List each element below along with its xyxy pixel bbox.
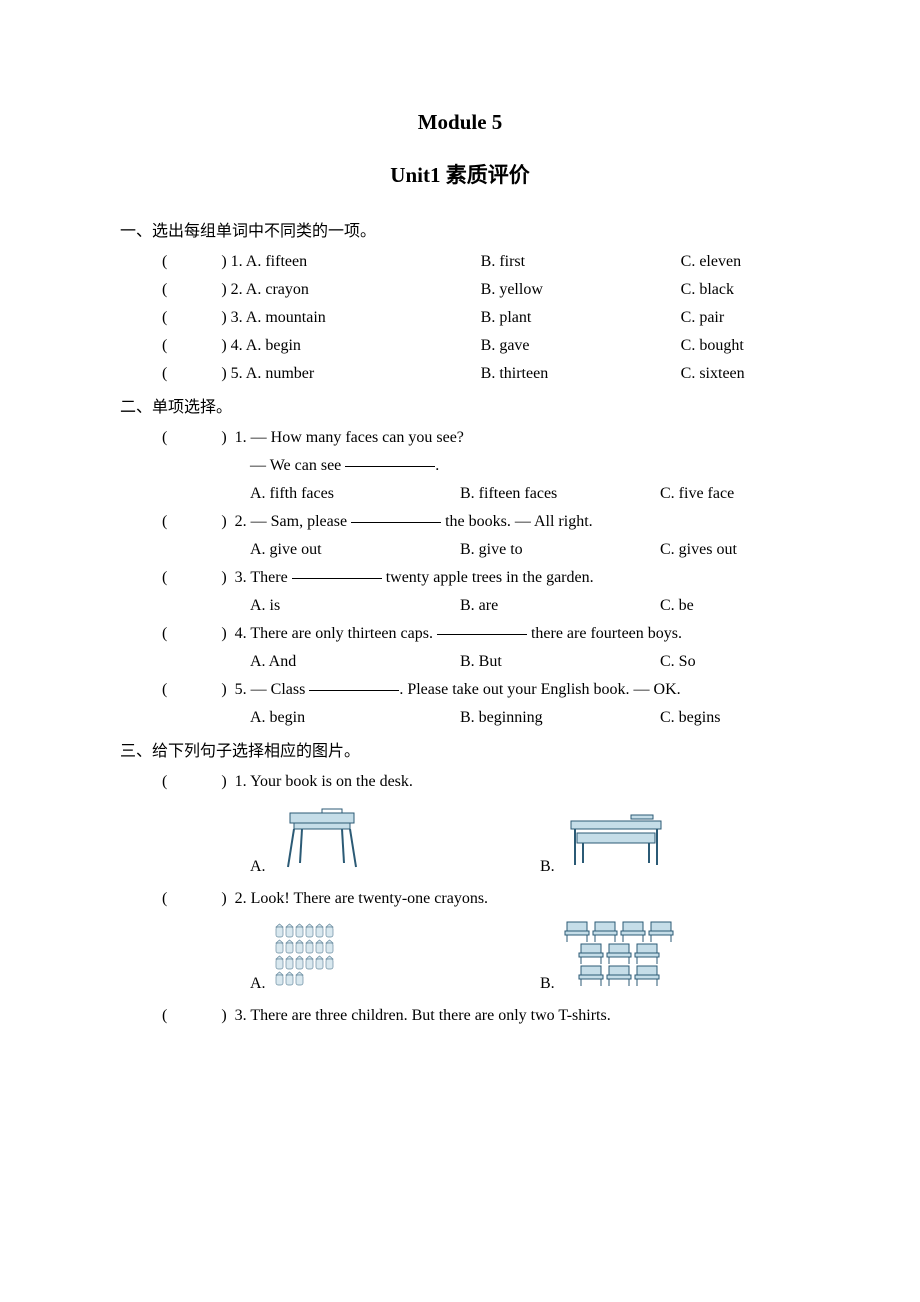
crayons-icon [272,918,342,993]
option-a-image: A. [250,801,540,876]
option-b: B. thirteen [481,365,681,383]
fill-blank[interactable] [351,522,441,523]
s2-q5: () 5. — Class . Please take out your Eng… [120,681,800,699]
option-b: B. beginning [460,709,660,727]
option-b: B. gave [481,337,681,355]
option-a: 5. A. number [231,365,481,383]
s1-q1: () 1. A. fifteen B. first C. eleven [120,253,800,271]
s2-q4: () 4. There are only thirteen caps. ther… [120,625,800,643]
s2-q5-options: A. begin B. beginning C. begins [120,709,800,727]
option-c: C. bought [681,337,744,355]
s2-q1: () 1. — How many faces can you see? [120,429,800,447]
option-b-image: B. [540,811,671,876]
option-b: B. yellow [481,281,681,299]
s3-q2-images: A. B. [120,918,800,993]
module-title: Module 5 [120,110,800,135]
section-1-heading: 一、选出每组单词中不同类的一项。 [120,217,800,241]
s3-q1-images: A. B. [120,801,800,876]
answer-blank[interactable] [167,281,221,299]
s1-q3: () 3. A. mountain B. plant C. pair [120,309,800,327]
desk-book-under-icon [561,811,671,876]
option-c: C. eleven [681,253,741,271]
section-3-heading: 三、给下列句子选择相应的图片。 [120,737,800,761]
fill-blank[interactable] [437,634,527,635]
s3-q1: () 1. Your book is on the desk. [120,773,800,791]
answer-blank[interactable] [167,365,221,383]
option-c: C. sixteen [681,365,745,383]
fill-blank[interactable] [345,466,435,467]
option-a: 4. A. begin [231,337,481,355]
s2-q3: () 3. There twenty apple trees in the ga… [120,569,800,587]
answer-blank[interactable] [167,253,221,271]
option-b: B. first [481,253,681,271]
option-b: B. plant [481,309,681,327]
s1-q2: () 2. A. crayon B. yellow C. black [120,281,800,299]
fill-blank[interactable] [292,578,382,579]
section-2-heading: 二、单项选择。 [120,393,800,417]
desk-book-on-top-icon [272,801,372,876]
option-b: B. fifteen faces [460,485,660,503]
option-b: B. But [460,653,660,671]
option-c: C. five face [660,485,734,503]
option-a: 3. A. mountain [231,309,481,327]
option-c: C. be [660,597,694,615]
paren-close: ) [221,253,226,271]
s2-q2: () 2. — Sam, please the books. — All rig… [120,513,800,531]
option-b: B. are [460,597,660,615]
option-a: A. is [250,597,460,615]
answer-blank[interactable] [167,309,221,327]
option-b-image: B. [540,918,681,993]
option-b: B. give to [460,541,660,559]
s3-q2: () 2. Look! There are twenty-one crayons… [120,890,800,908]
option-a: A. fifth faces [250,485,460,503]
option-a: A. give out [250,541,460,559]
option-a: 2. A. crayon [231,281,481,299]
fill-blank[interactable] [309,690,399,691]
s2-q1-response: — We can see . [120,457,800,475]
s2-q1-options: A. fifth faces B. fifteen faces C. five … [120,485,800,503]
s2-q4-options: A. And B. But C. So [120,653,800,671]
s1-q4: () 4. A. begin B. gave C. bought [120,337,800,355]
chairs-icon [561,918,681,993]
option-c: C. begins [660,709,720,727]
s2-q3-options: A. is B. are C. be [120,597,800,615]
s2-q2-options: A. give out B. give to C. gives out [120,541,800,559]
option-c: C. black [681,281,734,299]
option-c: C. pair [681,309,725,327]
option-a-image: A. [250,918,540,993]
option-a: A. And [250,653,460,671]
s3-q3: () 3. There are three children. But ther… [120,1007,800,1025]
option-a: A. begin [250,709,460,727]
answer-blank[interactable] [167,337,221,355]
unit-title: Unit1 素质评价 [120,159,800,189]
s1-q5: () 5. A. number B. thirteen C. sixteen [120,365,800,383]
option-a: 1. A. fifteen [231,253,481,271]
option-c: C. gives out [660,541,737,559]
option-c: C. So [660,653,696,671]
